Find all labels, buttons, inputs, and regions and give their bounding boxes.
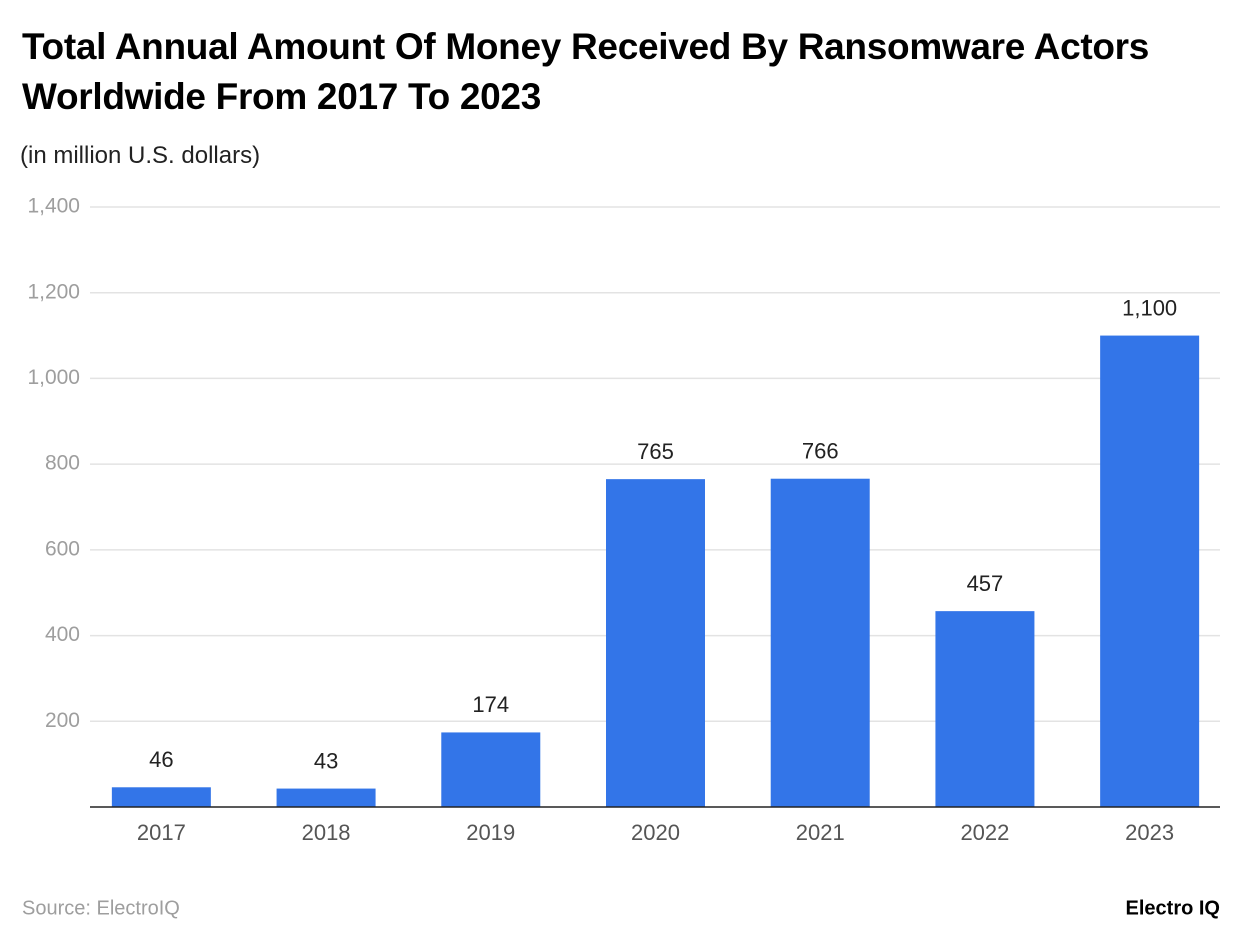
value-label: 765: [637, 439, 674, 464]
value-label: 457: [967, 571, 1004, 596]
x-tick-label: 2021: [796, 820, 845, 845]
y-tick-label: 1,000: [27, 366, 80, 389]
y-tick-label: 800: [45, 452, 80, 475]
x-tick-label: 2019: [466, 820, 515, 845]
x-tick-label: 2020: [631, 820, 680, 845]
x-tick-label: 2023: [1125, 820, 1174, 845]
chart-subtitle: (in million U.S. dollars): [20, 142, 261, 169]
bar: [1100, 335, 1200, 807]
x-tick-label: 2017: [137, 820, 186, 845]
bar: [770, 478, 870, 807]
value-label: 43: [314, 748, 338, 773]
y-tick-label: 1,200: [27, 280, 80, 303]
source: Source: ElectroIQ: [22, 897, 180, 919]
y-tick-label: 200: [45, 709, 80, 732]
chart-title: Total Annual Amount Of Money Received By…: [22, 26, 1150, 117]
y-tick-label: 400: [45, 623, 80, 646]
brand: Electro IQ: [1126, 897, 1220, 919]
x-tick-label: 2022: [960, 820, 1009, 845]
bar: [441, 732, 541, 807]
bar: [606, 479, 705, 807]
bar: [276, 788, 376, 807]
value-label: 766: [802, 439, 839, 464]
y-tick-label: 600: [45, 537, 80, 560]
bar: [935, 611, 1035, 807]
x-tick-label: 2018: [302, 820, 351, 845]
value-label: 46: [149, 747, 173, 772]
value-label: 174: [472, 692, 509, 717]
y-tick-label: 1,400: [27, 195, 80, 218]
value-label: 1,100: [1122, 295, 1177, 320]
bar: [111, 787, 211, 807]
